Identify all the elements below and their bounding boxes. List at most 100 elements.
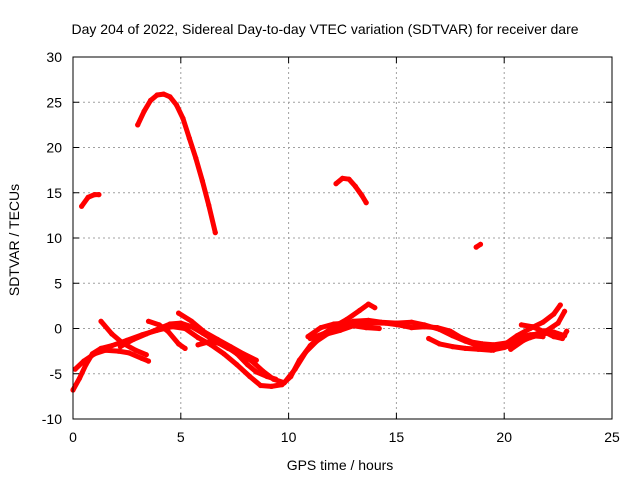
chart-title: Day 204 of 2022, Sidereal Day-to-day VTE… [71,21,578,37]
data-point [352,183,358,189]
data-point [245,362,251,368]
data-point [173,102,180,108]
series-track-c [333,175,369,206]
data-point [540,319,546,325]
data-point [141,108,147,114]
data-point [365,317,371,323]
x-tick-label: 0 [69,429,77,445]
data-point [180,115,186,122]
data-point [303,349,309,355]
data-point [335,324,341,330]
data-point [273,376,279,382]
y-tick-label: 25 [46,94,62,110]
data-point [555,320,561,326]
data-point [477,241,484,247]
data-point [247,373,253,380]
data-point [234,362,240,368]
data-point [421,322,427,328]
data-point [161,91,167,97]
data-point [199,178,205,184]
data-point [339,175,346,181]
data-point [212,230,218,236]
x-tick-label: 20 [496,429,512,445]
data-point [79,203,85,209]
data-point [145,318,152,324]
data-point [145,358,152,364]
data-point [178,320,184,326]
data-point [518,322,525,328]
data-point [562,308,568,314]
data-point [109,331,115,337]
data-point [234,351,240,357]
data-point [436,326,443,332]
data-point [253,357,259,363]
data-point [268,383,274,389]
data-point [408,319,415,325]
data-point [540,328,546,334]
data-point [551,311,557,317]
data-point [318,325,324,331]
data-point [314,338,320,344]
data-point [551,334,557,340]
data-point [533,331,540,337]
data-point [490,347,496,353]
data-point [221,342,227,348]
y-tick-label: -10 [42,411,62,427]
data-point [529,324,535,330]
data-point [436,341,443,347]
data-point [408,325,415,331]
y-tick-label: 10 [46,230,62,246]
data-point [393,320,399,326]
data-point [264,373,270,380]
data-point [426,335,432,342]
y-tick-label: 20 [46,140,62,156]
data-point [206,202,212,208]
x-tick-label: 10 [281,429,297,445]
y-tick-label: -5 [50,366,63,382]
data-point [521,337,527,343]
series-track-b [135,91,218,236]
data-series [70,91,570,393]
data-point [132,347,139,353]
axis-ticks: 0 5 10 15 20 25 -10 -5 0 5 10 15 20 25 30 [42,49,620,445]
data-point [363,200,369,206]
data-point [253,369,259,375]
data-point [357,307,363,313]
data-point [372,305,378,311]
data-point [182,345,188,351]
data-point [376,325,382,332]
data-point [195,342,201,348]
data-point [501,342,507,348]
data-point [143,352,149,358]
data-point [167,321,173,327]
data-point [240,351,246,357]
data-point [292,366,298,372]
data-point [76,375,83,381]
data-point [449,333,456,339]
data-point [72,366,78,372]
data-point [81,358,87,364]
data-point [102,347,108,353]
data-point [462,338,468,344]
y-tick-label: 5 [54,275,62,291]
data-point [350,318,356,324]
data-point [473,244,479,250]
data-point [135,122,141,128]
y-tick-label: 0 [54,321,62,337]
data-point [320,331,326,337]
data-point [130,336,136,342]
y-axis-label: SDTVAR / TECUs [6,184,22,296]
data-point [176,341,182,347]
data-point [208,338,214,344]
data-point [564,328,570,334]
data-point [186,135,192,141]
data-point [475,346,481,352]
data-point [85,194,91,200]
x-tick-label: 15 [389,429,405,445]
data-point [333,181,339,187]
data-point [195,335,201,341]
data-point [154,92,160,98]
data-point [139,355,145,361]
data-point [193,155,199,161]
data-point [378,319,384,325]
